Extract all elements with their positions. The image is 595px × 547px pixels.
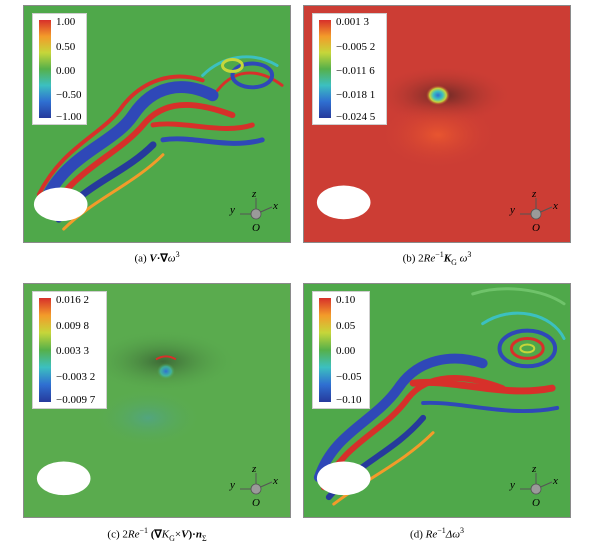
axes-icon	[240, 198, 273, 220]
colorbar-tick-label: 1.00	[56, 16, 76, 28]
coordinate-axes: y z x O	[226, 188, 286, 236]
panel-c: 0.016 2 0.009 8 0.003 3 −0.003 2 −0.009 …	[23, 283, 291, 518]
panel-a: 1.00 0.50 0.00 −0.50 −1.00 y z x O	[23, 5, 291, 243]
colorbar-tick-label: 0.00	[56, 65, 76, 77]
coordinate-axes: y z x O	[506, 463, 566, 511]
colorbar-d: 0.10 0.05 0.00 −0.05 −0.10	[312, 291, 370, 409]
colorbar-tick-label: 0.003 3	[56, 345, 89, 357]
colorbar-tick-label: 0.05	[336, 320, 356, 332]
colorbar-tick-label: −0.05	[336, 371, 362, 383]
axis-label-z: z	[252, 188, 257, 200]
viscous-diffusion-field	[313, 287, 566, 506]
colorbar-tick-label: 0.016 2	[56, 294, 89, 306]
axis-label-y: y	[230, 479, 235, 491]
panel-d: 0.10 0.05 0.00 −0.05 −0.10 y z x O	[303, 283, 571, 518]
caption-c: (c) 2Re−1 (∇KG×V)·nΣ	[107, 526, 207, 543]
colorbar-tick-label: −0.50	[56, 89, 82, 101]
colorbar-tick-label: −1.00	[56, 111, 82, 123]
colorbar-tick-label: −0.018 1	[336, 89, 376, 101]
colorbar-tick-label: 0.10	[336, 294, 356, 306]
axis-label-z: z	[532, 463, 537, 475]
axis-label-x: x	[273, 200, 278, 212]
caption-d: (d) Re−1Δω3	[410, 526, 464, 541]
colorbar-gradient	[39, 20, 51, 118]
axis-label-z: z	[532, 188, 537, 200]
colorbar-tick-label: 0.009 8	[56, 320, 89, 332]
colorbar-tick-label: −0.003 2	[56, 371, 96, 383]
colorbar-b: 0.001 3 −0.005 2 −0.011 6 −0.018 1 −0.02…	[312, 13, 387, 125]
axis-label-x: x	[553, 200, 558, 212]
axis-label-x: x	[553, 475, 558, 487]
axis-label-origin: O	[532, 497, 540, 509]
coordinate-axes: y z x O	[226, 463, 286, 511]
axis-label-origin: O	[252, 497, 260, 509]
caption-a: (a) V·∇ω3	[134, 250, 180, 265]
axis-label-y: y	[230, 204, 235, 216]
colorbar-tick-label: −0.005 2	[336, 41, 376, 53]
panel-b: 0.001 3 −0.005 2 −0.011 6 −0.018 1 −0.02…	[303, 5, 571, 243]
axis-label-y: y	[510, 204, 515, 216]
curvature-field	[316, 65, 513, 220]
caption-b: (b) 2Re−1KG ω3	[402, 250, 472, 267]
colorbar-gradient	[39, 298, 51, 402]
curvature-gradient-field	[36, 329, 238, 496]
axis-label-origin: O	[532, 222, 540, 234]
colorbar-tick-label: 0.50	[56, 41, 76, 53]
colorbar-tick-label: 0.001 3	[336, 16, 369, 28]
colorbar-tick-label: −0.009 7	[56, 394, 96, 406]
colorbar-tick-label: −0.024 5	[336, 111, 376, 123]
axis-label-x: x	[273, 475, 278, 487]
colorbar-tick-label: 0.00	[336, 345, 356, 357]
axes-icon	[520, 198, 553, 220]
colorbar-c: 0.016 2 0.009 8 0.003 3 −0.003 2 −0.009 …	[32, 291, 107, 409]
axes-icon	[520, 473, 553, 495]
vortex-stretching-field	[33, 55, 284, 231]
colorbar-gradient	[319, 298, 331, 402]
axis-label-z: z	[252, 463, 257, 475]
coordinate-axes: y z x O	[506, 188, 566, 236]
colorbar-tick-label: −0.011 6	[336, 65, 375, 77]
axis-label-origin: O	[252, 222, 260, 234]
colorbar-tick-label: −0.10	[336, 394, 362, 406]
colorbar-a: 1.00 0.50 0.00 −0.50 −1.00	[32, 13, 87, 125]
colorbar-gradient	[319, 20, 331, 118]
axes-icon	[240, 473, 273, 495]
axis-label-y: y	[510, 479, 515, 491]
